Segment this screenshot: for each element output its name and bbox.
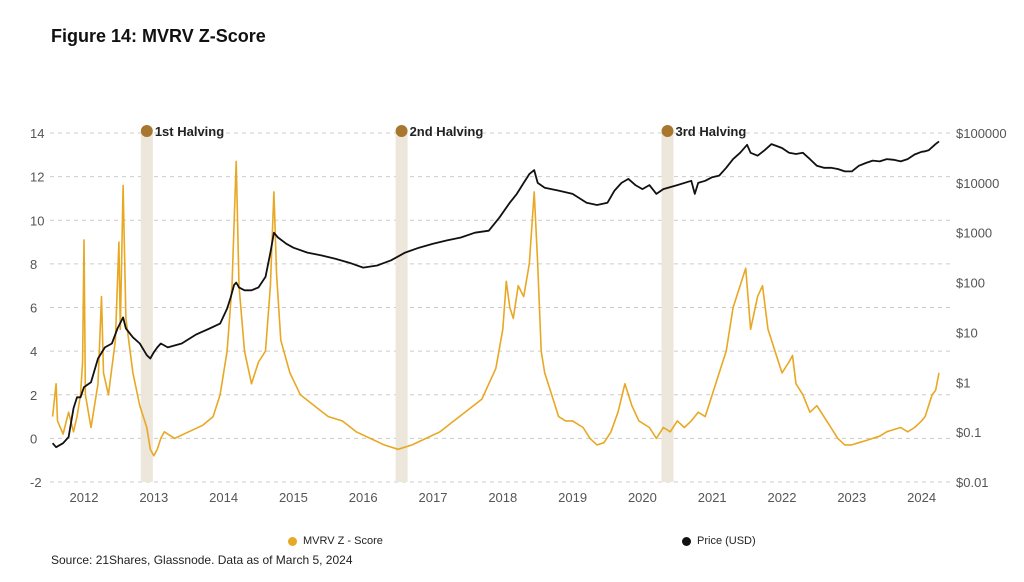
- halving-band: [395, 133, 408, 482]
- halving-labels: 1st Halving 2nd Halving 3rd Halving: [140, 124, 747, 139]
- x-tick-label: 2020: [628, 490, 657, 505]
- left-tick-label: 2: [30, 388, 37, 403]
- legend-item-price: Price (USD): [682, 535, 756, 547]
- halving-bands: [140, 133, 674, 482]
- left-tick-label: 0: [30, 431, 37, 446]
- halving-marker: [395, 125, 408, 137]
- x-tick-label: 2023: [837, 490, 866, 505]
- right-tick-label: $1: [956, 375, 970, 390]
- left-axis-ticks: -2 0 2 4 6 8 10 12 14: [30, 126, 44, 490]
- x-tick-label: 2013: [139, 490, 168, 505]
- grid-lines: [50, 132, 952, 483]
- halving-label: 2nd Halving: [410, 124, 484, 139]
- halving-marker: [661, 125, 674, 137]
- right-axis-ticks: $0.01 $0.1 $1 $10 $100 $1000 $10000 $100000: [956, 126, 1007, 490]
- legend-label-zscore: MVRV Z - Score: [303, 535, 383, 547]
- left-tick-label: -2: [30, 475, 42, 490]
- left-tick-label: 14: [30, 126, 44, 141]
- right-tick-label: $10000: [956, 176, 999, 191]
- right-tick-label: $100: [956, 276, 985, 291]
- halving-label: 1st Halving: [155, 124, 224, 139]
- zscore-line: [51, 160, 940, 457]
- halving-label: 3rd Halving: [676, 124, 747, 139]
- halving-band: [661, 133, 674, 482]
- left-tick-label: 4: [30, 344, 37, 359]
- x-axis-ticks: 2012 2013 2014 2015 2016 2017 2018 2019 2020 2021…: [70, 490, 937, 505]
- right-tick-label: $0.1: [956, 425, 981, 440]
- chart-title: Figure 14: MVRV Z-Score: [51, 26, 266, 46]
- left-tick-label: 10: [30, 213, 44, 228]
- halving-band: [140, 133, 153, 482]
- price-line: [51, 140, 940, 449]
- legend-dot-price: [682, 536, 691, 546]
- x-tick-label: 2016: [349, 490, 378, 505]
- halving-marker: [140, 125, 153, 137]
- legend-label-price: Price (USD): [697, 535, 756, 547]
- x-tick-label: 2021: [698, 490, 727, 505]
- right-tick-label: $0.01: [956, 475, 989, 490]
- left-tick-label: 8: [30, 257, 37, 272]
- x-tick-label: 2019: [558, 490, 587, 505]
- x-tick-label: 2017: [419, 490, 448, 505]
- x-tick-label: 2022: [768, 490, 797, 505]
- left-tick-label: 12: [30, 170, 44, 185]
- series-lines: [51, 140, 940, 457]
- right-tick-label: $10: [956, 325, 978, 340]
- source-note: Source: 21Shares, Glassnode. Data as of …: [51, 553, 353, 567]
- mvrv-chart: -2 0 2 4 6 8 10 12 14 $0.01 $0.1 $1 $10 $100 $1000 $10…: [30, 124, 1007, 505]
- x-tick-label: 2014: [209, 490, 238, 505]
- x-tick-label: 2018: [488, 490, 517, 505]
- right-tick-label: $100000: [956, 126, 1007, 141]
- x-tick-label: 2015: [279, 490, 308, 505]
- x-tick-label: 2012: [70, 490, 99, 505]
- left-tick-label: 6: [30, 301, 37, 316]
- right-tick-label: $1000: [956, 226, 992, 241]
- legend-dot-zscore: [288, 536, 297, 546]
- legend-item-zscore: MVRV Z - Score: [288, 535, 383, 547]
- x-tick-label: 2024: [907, 490, 936, 505]
